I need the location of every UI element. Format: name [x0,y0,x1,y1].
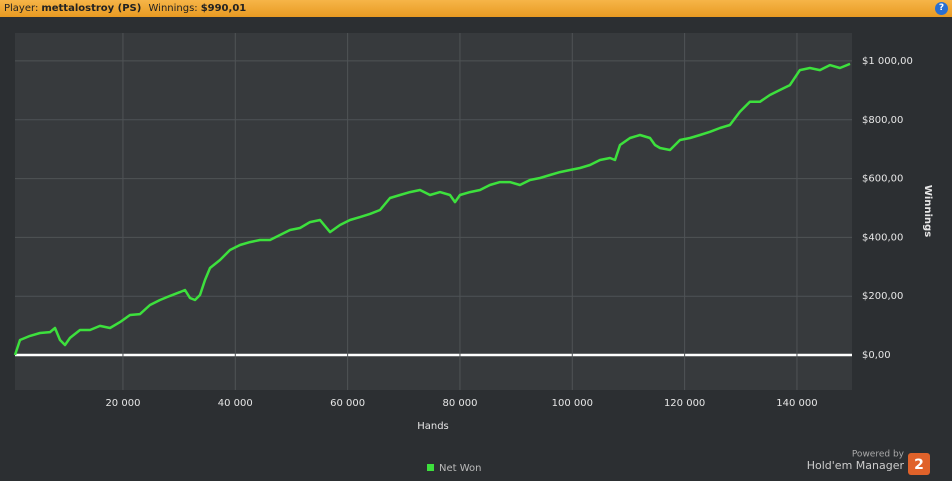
player-name: mettalostroy (PS) [41,3,142,14]
x-tick-label: 60 000 [330,398,365,409]
chart: Hands Winnings Net Won Powered by Hold'e… [13,33,933,475]
brand-version: 2 [914,457,924,473]
winnings-value: $990,01 [200,3,247,14]
x-tick-label: 20 000 [105,398,140,409]
legend-swatch [427,464,434,471]
x-tick-label: 140 000 [776,398,817,409]
x-axis-title: Hands [417,421,449,432]
brand: Hold'em Manager [807,459,905,472]
y-tick-label: $400,00 [862,232,903,243]
winnings-label: Winnings: [148,3,198,14]
powered-by: Powered by [852,450,905,460]
y-axis-title: Winnings [922,185,933,237]
plot-area [15,33,852,390]
x-tick-label: 80 000 [442,398,477,409]
y-tick-label: $1 000,00 [862,56,913,67]
legend-label[interactable]: Net Won [439,463,482,474]
y-tick-label: $200,00 [862,291,903,302]
y-tick-label: $600,00 [862,174,903,185]
x-tick-label: 100 000 [552,398,593,409]
x-tick-label: 40 000 [218,398,253,409]
brand-logo [908,453,930,475]
header-bar: Player: mettalostroy (PS) Winnings: $990,0… [0,0,952,17]
series-line [13,62,851,356]
y-tick-label: $800,00 [862,115,903,126]
player-label: Player: [4,3,39,14]
help-button[interactable]: ? [935,2,948,15]
x-tick-label: 120 000 [664,398,705,409]
y-tick-label: $0,00 [862,350,891,361]
